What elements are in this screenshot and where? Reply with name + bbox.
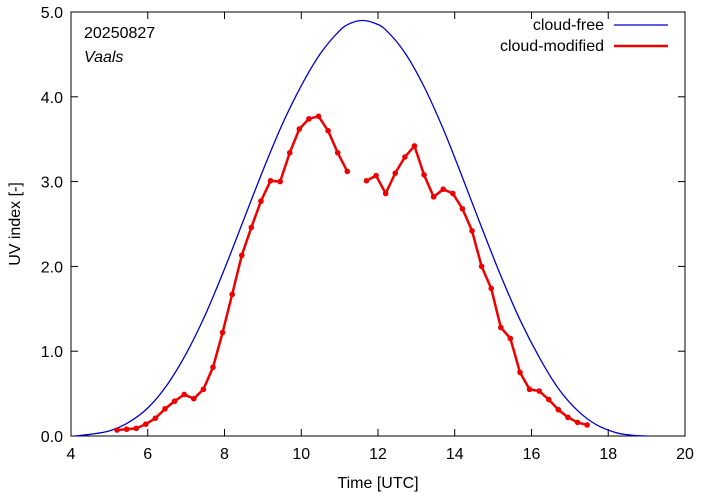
- data-point-cloud-modified: [152, 415, 159, 421]
- data-point-cloud-modified: [565, 414, 571, 421]
- data-point-cloud-modified: [421, 172, 427, 178]
- data-point-cloud-modified: [373, 172, 379, 179]
- data-point-cloud-modified: [411, 143, 418, 149]
- y-axis-title: UV index [-]: [7, 182, 24, 266]
- series-layer: [74, 19, 647, 437]
- data-point-cloud-modified: [392, 170, 399, 176]
- data-point-cloud-modified: [450, 190, 456, 197]
- series-points-cloud-modified: [114, 113, 590, 433]
- data-point-cloud-modified: [507, 335, 514, 342]
- data-point-cloud-modified: [229, 291, 235, 298]
- x-tick-labels: 4 6 8 10 12 14 16 18 20: [67, 446, 694, 463]
- legend-label-cloud-modified: cloud-modified: [500, 38, 604, 55]
- data-point-cloud-modified: [296, 126, 303, 132]
- x-tick-label: 16: [523, 446, 541, 463]
- series-lines-cloud-modified: [116, 115, 588, 432]
- data-point-cloud-modified: [440, 186, 447, 193]
- y-tick-label: 2.0: [41, 259, 63, 276]
- x-tick-label: 10: [292, 446, 310, 463]
- data-point-cloud-modified: [171, 398, 178, 405]
- y-tick-label: 4.0: [41, 90, 63, 107]
- data-point-cloud-modified: [123, 426, 130, 433]
- data-point-cloud-modified: [517, 369, 523, 376]
- x-tick-label: 14: [446, 446, 464, 463]
- annotation-date: 20250827: [84, 25, 155, 42]
- data-point-cloud-modified: [286, 149, 293, 156]
- x-tick-label: 12: [369, 446, 387, 463]
- axis-ticks: [70, 11, 686, 437]
- y-tick-label: 5.0: [41, 5, 63, 22]
- plot-frame: [70, 11, 686, 437]
- data-point-cloud-modified: [469, 227, 475, 234]
- data-point-cloud-modified: [181, 391, 188, 398]
- x-tick-label: 4: [67, 446, 76, 463]
- data-point-cloud-modified: [219, 329, 226, 336]
- data-point-cloud-modified: [574, 419, 581, 426]
- data-point-cloud-modified: [114, 427, 120, 433]
- data-point-cloud-modified: [143, 421, 149, 427]
- data-point-cloud-modified: [584, 422, 590, 428]
- y-tick-label: 3.0: [41, 175, 63, 192]
- data-point-cloud-modified: [402, 154, 408, 160]
- data-point-cloud-modified: [325, 127, 331, 134]
- y-tick-label: 0.0: [41, 429, 63, 446]
- legend-label-cloud-free: cloud-free: [533, 17, 604, 34]
- data-point-cloud-modified: [238, 252, 245, 259]
- data-point-cloud-modified: [191, 395, 197, 402]
- data-point-cloud-modified: [545, 396, 552, 403]
- series-line-cloud-free: [74, 19, 647, 437]
- annotation-location: Vaals: [84, 49, 123, 66]
- data-point-cloud-modified: [315, 113, 322, 120]
- data-point-cloud-modified: [430, 194, 437, 200]
- legend: cloud-free cloud-modified: [500, 17, 668, 55]
- data-point-cloud-modified: [363, 177, 370, 184]
- data-point-cloud-modified: [267, 177, 274, 184]
- x-axis-title: Time [UTC]: [337, 475, 418, 492]
- data-point-cloud-modified: [200, 386, 207, 393]
- data-point-cloud-modified: [334, 149, 341, 156]
- x-tick-label: 20: [676, 446, 694, 463]
- data-point-cloud-modified: [526, 386, 533, 393]
- data-point-cloud-modified: [133, 425, 140, 432]
- x-tick-label: 18: [599, 446, 617, 463]
- y-tick-labels: 0.0 1.0 2.0 3.0 4.0 5.0: [41, 5, 63, 446]
- data-point-cloud-modified: [210, 364, 216, 371]
- data-point-cloud-modified: [382, 190, 389, 197]
- data-point-cloud-modified: [258, 198, 264, 204]
- data-point-cloud-modified: [488, 285, 495, 292]
- x-tick-label: 6: [143, 446, 152, 463]
- data-point-cloud-modified: [555, 406, 562, 413]
- series-segment-cloud-modified: [116, 115, 349, 432]
- x-tick-label: 8: [220, 446, 229, 463]
- data-point-cloud-modified: [306, 116, 312, 122]
- data-point-cloud-modified: [459, 205, 466, 212]
- data-point-cloud-modified: [536, 388, 542, 394]
- y-tick-label: 1.0: [41, 344, 63, 361]
- data-point-cloud-modified: [248, 224, 255, 231]
- data-point-cloud-modified: [498, 324, 504, 331]
- data-point-cloud-modified: [344, 168, 351, 175]
- data-point-cloud-modified: [162, 406, 168, 412]
- data-point-cloud-modified: [277, 178, 283, 185]
- data-point-cloud-modified: [478, 263, 485, 270]
